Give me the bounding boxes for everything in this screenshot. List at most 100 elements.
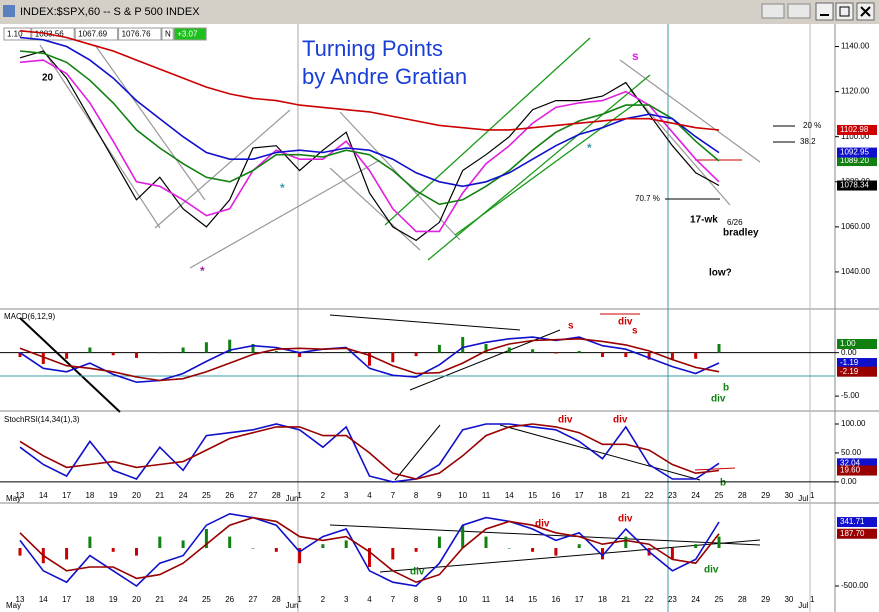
last-value-box (837, 147, 877, 158)
x-month-label: May (6, 494, 21, 503)
annotation: div (618, 317, 633, 328)
x-tick-label: 26 (225, 595, 234, 604)
x-tick-label: 14 (505, 595, 514, 604)
macd-trend-line (19, 317, 121, 413)
last-value-label: 32.04 (840, 458, 861, 467)
x-tick-label: 29 (761, 491, 770, 500)
annotation: bradley (723, 228, 759, 239)
x-tick-label: 22 (645, 491, 654, 500)
annotation: div (558, 415, 573, 426)
toolbar-button[interactable] (787, 3, 811, 19)
last-value-box (837, 156, 877, 167)
last-value-box (837, 180, 877, 191)
x-tick-label: 29 (761, 595, 770, 604)
series-line (19, 512, 720, 588)
histogram-bar (344, 351, 348, 353)
y-tick-label: 0.00 (841, 477, 857, 486)
x-month-label: Jun (286, 601, 299, 610)
x-tick-label: 11 (482, 491, 491, 500)
histogram-bar (135, 548, 138, 556)
histogram-bar (414, 548, 418, 552)
maximize-button[interactable] (835, 2, 854, 21)
histogram-bar (694, 352, 698, 359)
histogram-bar (694, 544, 698, 549)
trend-line (384, 37, 591, 226)
x-tick-label: 28 (272, 595, 281, 604)
x-tick-label: 30 (784, 491, 793, 500)
x-tick-label: 23 (668, 595, 677, 604)
histogram-bar (158, 352, 162, 354)
x-tick-label: 16 (551, 491, 560, 500)
x-tick-label: 24 (691, 491, 700, 500)
x-tick-label: 24 (179, 491, 188, 500)
last-value-label: -2.19 (840, 367, 859, 376)
histogram-bar (391, 548, 395, 560)
x-tick-label: 4 (367, 491, 372, 500)
annotation: b (720, 478, 726, 489)
histogram-bar (670, 352, 674, 360)
series-line (19, 516, 720, 584)
x-tick-label: 18 (598, 491, 607, 500)
trend-line (427, 74, 651, 261)
last-value-label: 1078.34 (840, 181, 869, 190)
x-tick-label: 8 (414, 491, 419, 500)
app-icon (3, 5, 15, 17)
annotation: 38.2 (800, 137, 816, 146)
toolbar-value: 1067.69 (78, 30, 107, 39)
series-line (19, 423, 720, 483)
x-tick-label: 16 (551, 595, 560, 604)
histogram-bar (298, 548, 302, 564)
panel-label: StochRSI(14,34(1),3) (4, 415, 80, 424)
annotation: 20 (42, 73, 54, 84)
annotation: 20 % (803, 121, 821, 130)
y-tick-label: 1040.00 (841, 267, 870, 276)
annotation: * (587, 141, 592, 155)
last-value-box (837, 528, 877, 539)
close-icon (860, 6, 871, 17)
histogram-bar (158, 536, 162, 549)
chart-title: Turning Points (302, 36, 443, 61)
series-line (19, 50, 720, 242)
x-tick-label: 2 (321, 491, 326, 500)
histogram-bar (484, 344, 488, 353)
x-tick-label: 1 (297, 595, 302, 604)
x-tick-label: 18 (598, 595, 607, 604)
histogram-bar (181, 540, 185, 549)
y-tick-label: 0.00 (841, 348, 857, 357)
x-tick-label: 10 (458, 595, 467, 604)
toolbar-button[interactable] (761, 3, 785, 19)
annotation: div (410, 567, 425, 578)
stoch-trend-line (394, 424, 441, 481)
y-tick-label: 100.00 (841, 419, 866, 428)
y-tick-label: -5.00 (841, 391, 860, 400)
title-bar (0, 0, 879, 24)
stoch-trend-line (499, 424, 701, 481)
maximize-icon (839, 6, 850, 17)
histogram-bar (251, 344, 255, 353)
histogram-bar (111, 352, 115, 356)
x-tick-label: 17 (575, 491, 584, 500)
histogram-bar (368, 352, 371, 366)
x-tick-label: 1 (810, 595, 815, 604)
x-tick-label: 15 (528, 595, 537, 604)
histogram-bar (577, 350, 581, 353)
chart-subtitle: by Andre Gratian (302, 64, 467, 89)
y-tick-label: 1100.00 (841, 132, 870, 141)
x-tick-label: 27 (249, 595, 258, 604)
last-value-box (837, 517, 877, 528)
histogram-bar (204, 529, 208, 549)
annotation: div (618, 514, 633, 525)
x-tick-label: 25 (715, 491, 724, 500)
x-tick-label: 24 (179, 595, 188, 604)
x-tick-label: 21 (621, 491, 630, 500)
annotation: * (280, 181, 285, 195)
trend-line (154, 109, 291, 229)
y-tick-label: -500.00 (841, 581, 869, 590)
macd-trend-line (329, 314, 521, 331)
x-tick-label: 17 (62, 595, 71, 604)
trend-line (454, 99, 641, 236)
x-tick-label: 28 (272, 491, 281, 500)
minimize-button[interactable] (815, 2, 834, 21)
histogram-bar (624, 536, 628, 549)
